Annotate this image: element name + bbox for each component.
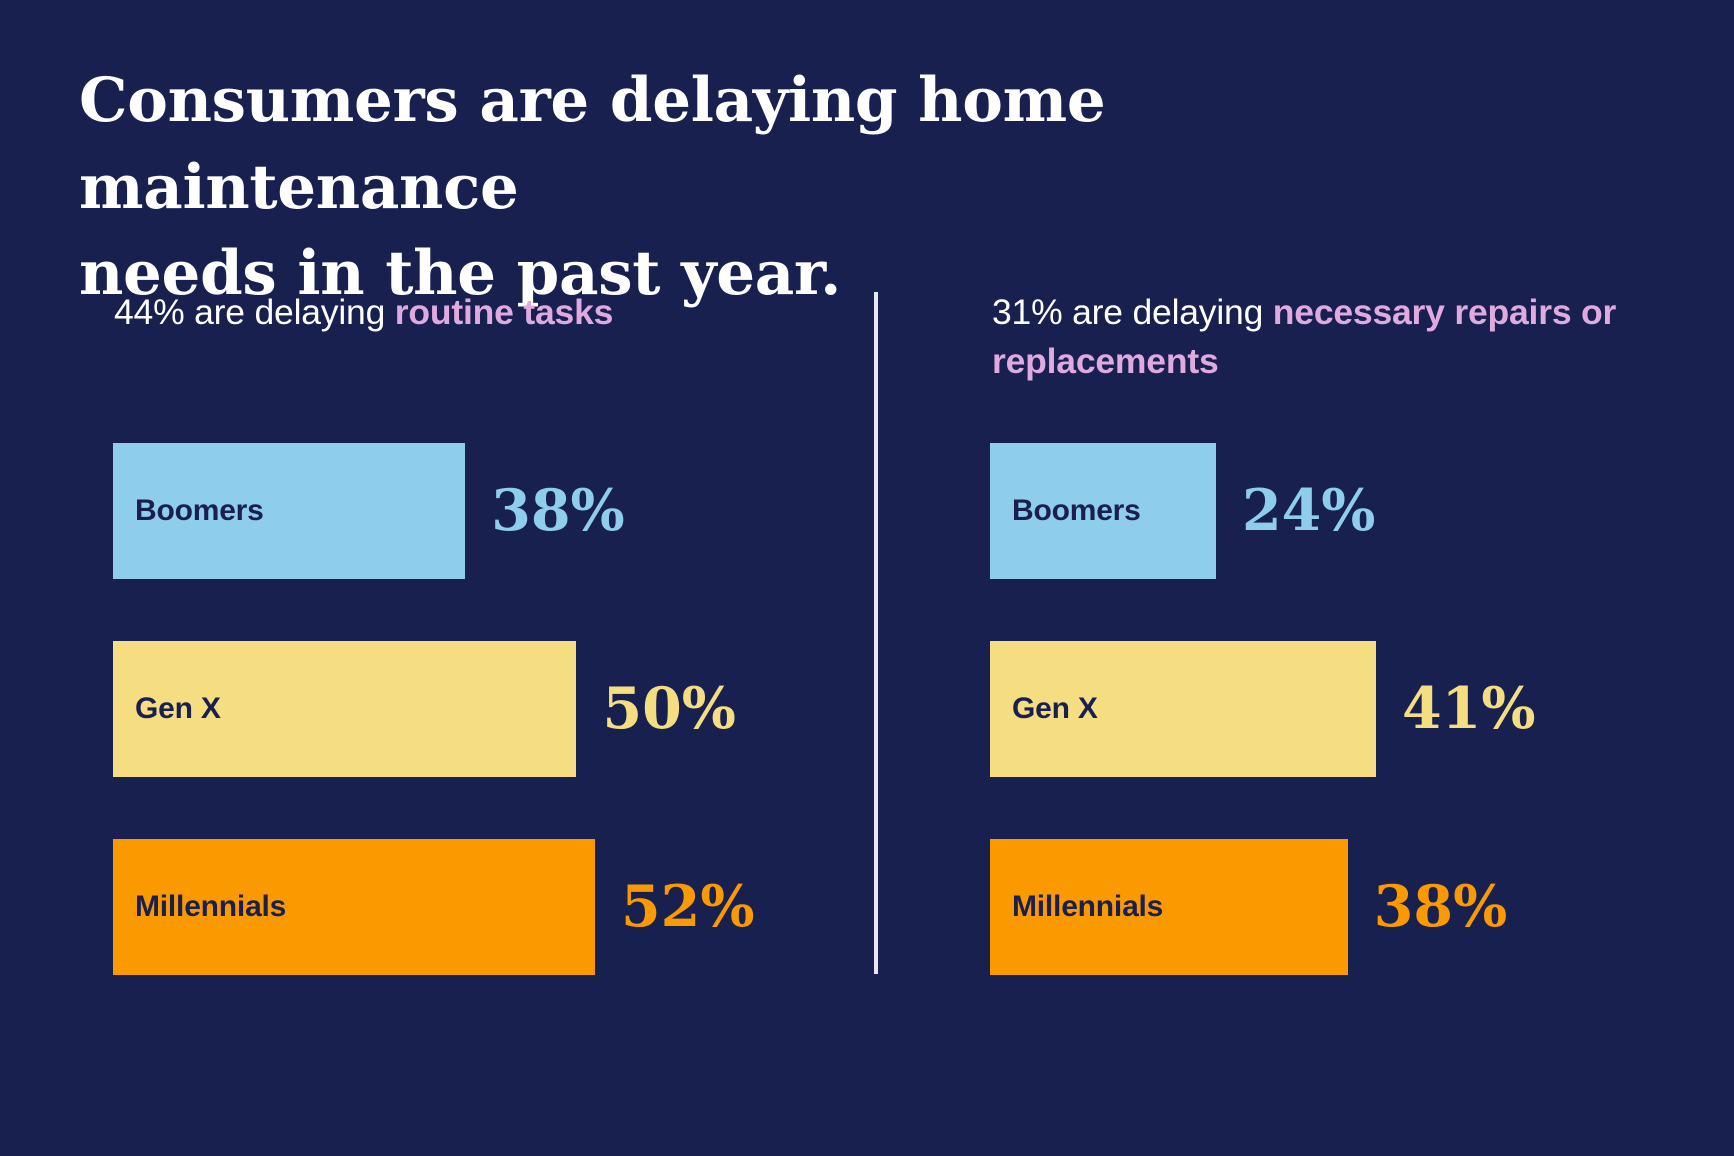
panel-necessary-repairs: 31% are delaying necessary repairs or re…	[992, 288, 1632, 386]
panel-headline-highlight: routine tasks	[394, 292, 614, 332]
bar-row: Gen X 41%	[990, 641, 1535, 777]
bar-row: Boomers 24%	[990, 443, 1535, 579]
panel-routine-tasks: 44% are delaying routine tasks	[114, 288, 844, 340]
panel-headline: 44% are delaying routine tasks	[114, 288, 844, 340]
bar-value: 38%	[491, 477, 625, 544]
bar-label: Gen X	[135, 692, 221, 725]
spacer	[990, 777, 1535, 839]
bar-label: Millennials	[1012, 890, 1164, 923]
bar-value: 41%	[1402, 675, 1536, 742]
spacer	[113, 777, 754, 839]
bar-boomers: Boomers	[990, 443, 1216, 579]
panel-divider	[874, 292, 878, 974]
spacer	[990, 579, 1535, 641]
panel-headline-plain: 44% are delaying	[114, 292, 395, 332]
bar-millennials: Millennials	[990, 839, 1348, 975]
bar-value: 38%	[1373, 873, 1508, 940]
bar-row: Millennials 52%	[113, 839, 754, 975]
bar-label: Boomers	[135, 494, 264, 527]
bar-genx: Gen X	[113, 641, 577, 777]
bar-value: 50%	[602, 675, 736, 742]
bar-row: Boomers 38%	[113, 443, 754, 579]
bar-label: Boomers	[1012, 494, 1141, 527]
page-title: Consumers are delaying home maintenance …	[79, 65, 1106, 310]
bar-label: Millennials	[135, 890, 287, 923]
spacer	[113, 579, 754, 641]
bar-millennials: Millennials	[113, 839, 595, 975]
panel-headline: 31% are delaying necessary repairs or re…	[992, 288, 1632, 386]
bar-group-routine-tasks: Boomers 38% Gen X 50% Millennials 52%	[113, 443, 754, 975]
bar-value: 52%	[621, 873, 755, 940]
bar-group-necessary-repairs: Boomers 24% Gen X 41% Millennials 38%	[990, 443, 1535, 975]
bar-value: 24%	[1241, 477, 1376, 544]
bar-row: Millennials 38%	[990, 839, 1535, 975]
bar-row: Gen X 50%	[113, 641, 754, 777]
bar-boomers: Boomers	[113, 443, 466, 579]
bar-genx: Gen X	[990, 641, 1376, 777]
bar-label: Gen X	[1012, 692, 1098, 725]
panel-headline-highlight: necessary repairs or replacements	[992, 292, 1617, 381]
panel-headline-plain: 31% are delaying	[992, 292, 1273, 332]
